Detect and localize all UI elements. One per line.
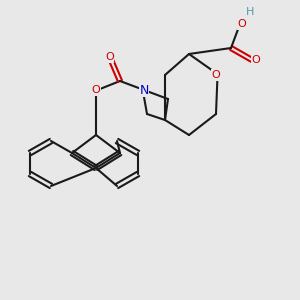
Text: O: O — [92, 85, 100, 95]
Text: O: O — [251, 55, 260, 65]
Text: N: N — [139, 83, 149, 97]
Text: H: H — [246, 7, 255, 17]
Text: O: O — [237, 19, 246, 29]
Text: O: O — [105, 52, 114, 62]
Text: O: O — [212, 70, 220, 80]
